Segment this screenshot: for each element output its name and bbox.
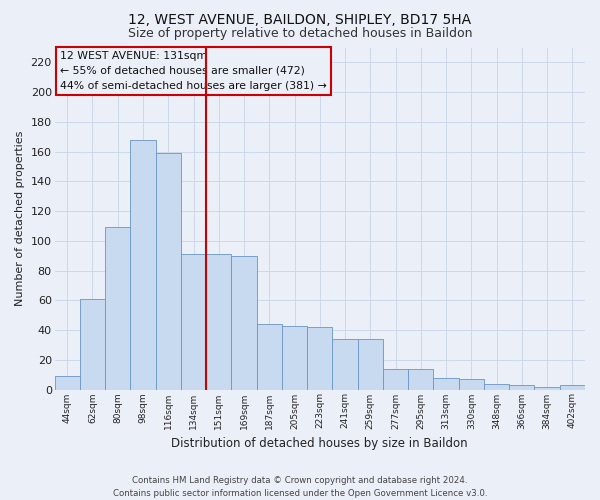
Bar [535,386,560,390]
Y-axis label: Number of detached properties: Number of detached properties [15,131,25,306]
Bar [560,385,585,390]
Bar [509,385,535,390]
Text: 12, WEST AVENUE, BAILDON, SHIPLEY, BD17 5HA: 12, WEST AVENUE, BAILDON, SHIPLEY, BD17 … [128,12,472,26]
X-axis label: Distribution of detached houses by size in Baildon: Distribution of detached houses by size … [172,437,468,450]
Bar [282,326,307,390]
Bar [181,254,206,390]
Text: Contains HM Land Registry data © Crown copyright and database right 2024.
Contai: Contains HM Land Registry data © Crown c… [113,476,487,498]
Bar [433,378,459,390]
Bar [130,140,155,390]
Bar [55,376,80,390]
Text: 12 WEST AVENUE: 131sqm
← 55% of detached houses are smaller (472)
44% of semi-de: 12 WEST AVENUE: 131sqm ← 55% of detached… [60,51,326,90]
Bar [155,153,181,390]
Bar [80,299,105,390]
Bar [105,228,130,390]
Bar [358,339,383,390]
Bar [408,368,433,390]
Bar [484,384,509,390]
Bar [257,324,282,390]
Bar [232,256,257,390]
Text: Size of property relative to detached houses in Baildon: Size of property relative to detached ho… [128,28,472,40]
Bar [206,254,232,390]
Bar [307,327,332,390]
Bar [332,339,358,390]
Bar [459,379,484,390]
Bar [383,368,408,390]
